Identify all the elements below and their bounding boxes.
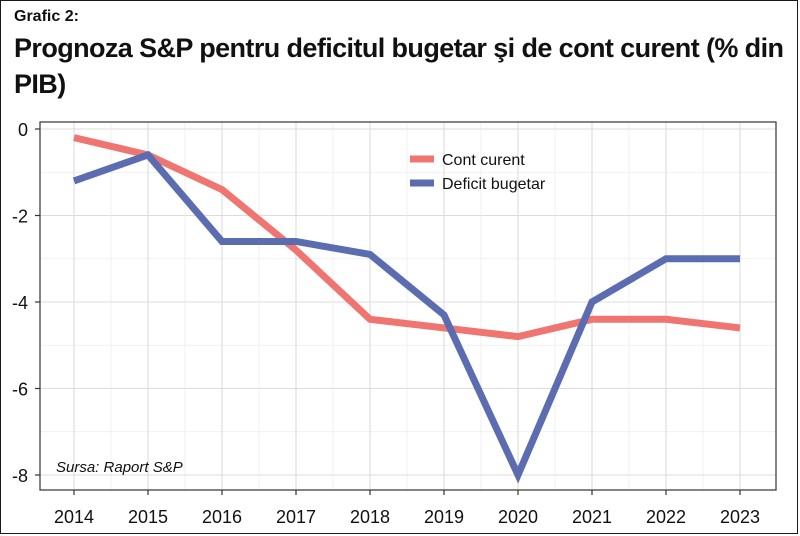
- x-axis: 2014 2015 2016 2017 2018 2019 2020 2021 2022 2023: [54, 490, 760, 527]
- legend-label: Deficit bugetar: [442, 176, 546, 193]
- x-tick-label: 2018: [350, 507, 390, 527]
- y-tick-label: -4: [12, 293, 28, 313]
- grid-lines: [40, 122, 776, 490]
- plot-border: [39, 121, 777, 491]
- x-tick-label: 2014: [54, 507, 94, 527]
- legend: Cont curent Deficit bugetar: [410, 152, 546, 193]
- x-tick-label: 2020: [498, 507, 538, 527]
- chart-title: Prognoza S&P pentru deficitul bugetar şi…: [14, 33, 784, 99]
- x-tick-label: 2017: [276, 507, 316, 527]
- figure-label: Grafic 2:: [14, 8, 79, 25]
- y-tick-label: 0: [18, 120, 28, 140]
- series-layer: [72, 134, 741, 484]
- x-tick-label: 2023: [720, 507, 760, 527]
- y-axis: 0 -2 -4 -6 -8: [12, 120, 40, 486]
- plot-area: [40, 122, 776, 490]
- series-line-deficit-bugetar: [72, 150, 740, 484]
- legend-label: Cont curent: [442, 152, 525, 169]
- x-tick-label: 2022: [646, 507, 686, 527]
- source-note: Sursa: Raport S&P: [56, 459, 183, 476]
- x-tick-label: 2021: [572, 507, 612, 527]
- x-tick-label: 2015: [128, 507, 168, 527]
- y-tick-label: -8: [12, 466, 28, 486]
- series-line-cont-curent: [73, 134, 741, 341]
- y-tick-label: -6: [12, 380, 28, 400]
- x-tick-label: 2016: [202, 507, 242, 527]
- y-tick-label: -2: [12, 207, 28, 227]
- x-tick-label: 2019: [424, 507, 464, 527]
